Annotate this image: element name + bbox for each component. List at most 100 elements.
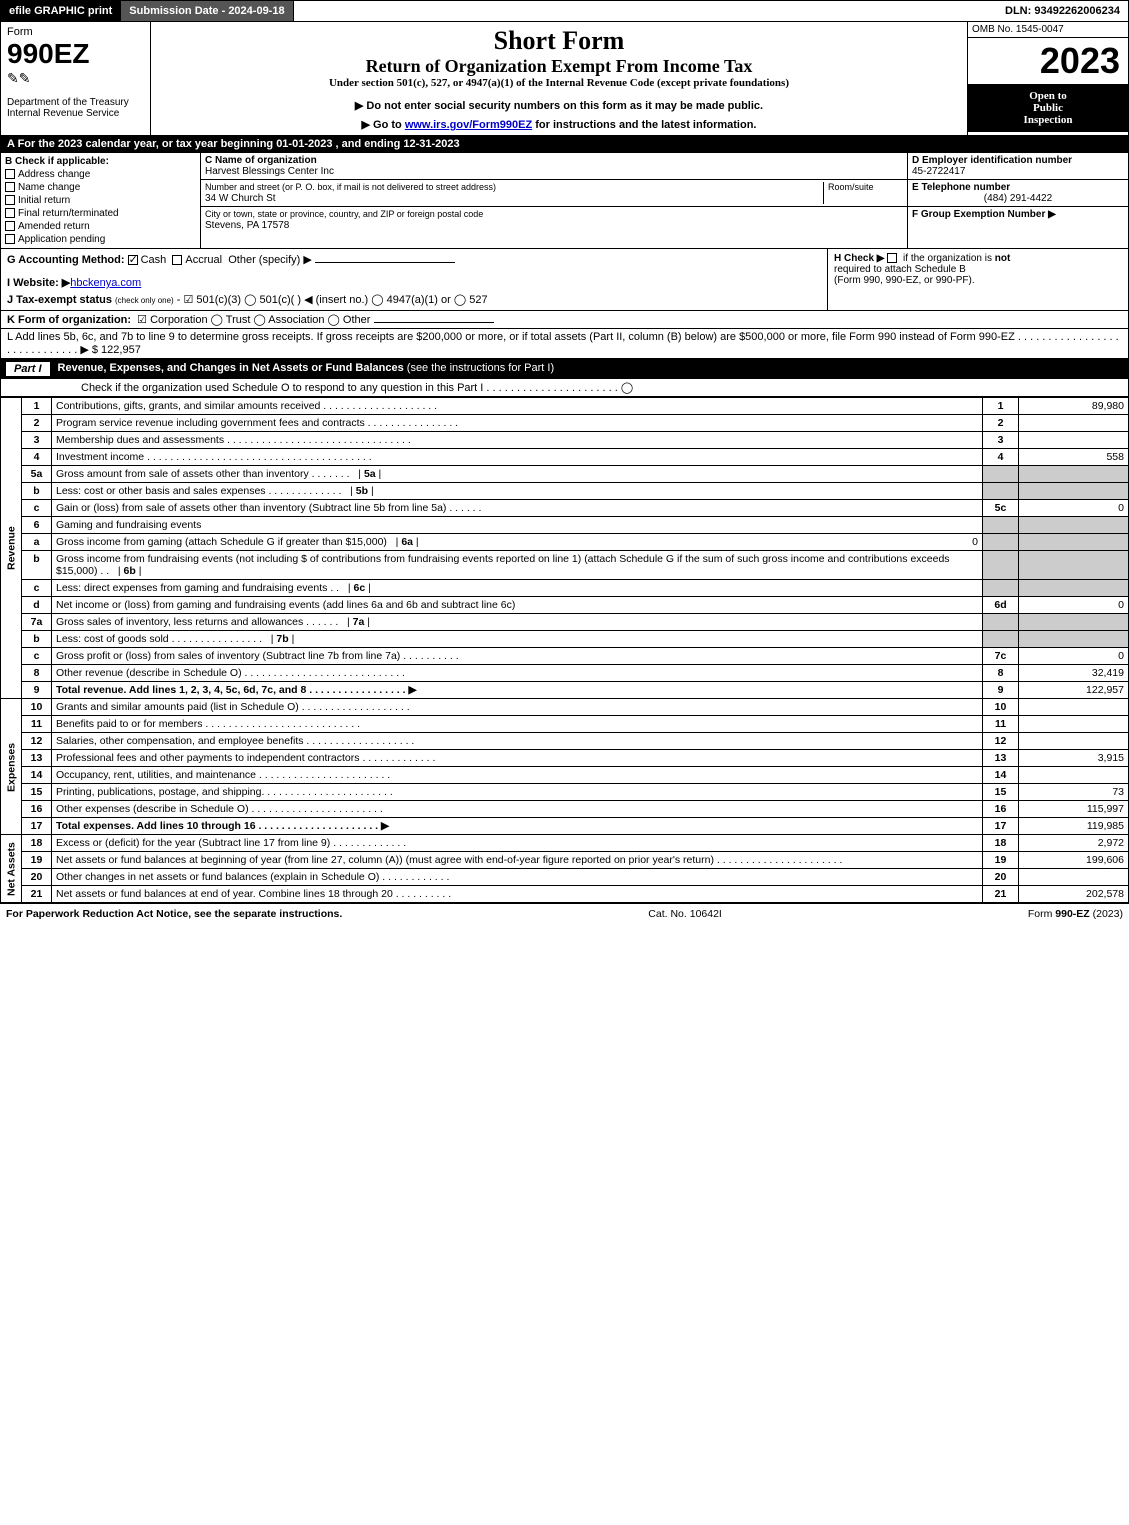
line-3-amt [1019,432,1129,449]
form-title: Return of Organization Exempt From Incom… [157,56,961,77]
line-19-desc: Net assets or fund balances at beginning… [52,852,983,869]
city-state-zip: Stevens, PA 17578 [205,220,289,231]
line-6d-amt: 0 [1019,597,1129,614]
org-name: Harvest Blessings Center Inc [205,166,334,177]
submission-date: Submission Date - 2024-09-18 [121,1,293,21]
chk-amended-return[interactable]: Amended return [5,220,196,233]
line-5c-amt: 0 [1019,500,1129,517]
identity-block: B Check if applicable: Address change Na… [0,153,1129,249]
section-f-label: F Group Exemption Number ▶ [912,209,1056,220]
city-label: City or town, state or province, country… [205,209,483,219]
line-17-amt: 119,985 [1019,818,1129,835]
line-21-amt: 202,578 [1019,886,1129,903]
phone-value: (484) 291-4422 [912,193,1124,204]
line-6d-desc: Net income or (loss) from gaming and fun… [52,597,983,614]
chk-initial-return[interactable]: Initial return [5,194,196,207]
tax-period-row: A For the 2023 calendar year, or tax yea… [0,136,1129,153]
catalog-number: Cat. No. 10642I [648,908,722,920]
line-18-desc: Excess or (deficit) for the year (Subtra… [52,835,983,852]
form-subtitle: Under section 501(c), 527, or 4947(a)(1)… [157,77,961,89]
line-8-amt: 32,419 [1019,665,1129,682]
section-k-row: K Form of organization: ☑ Corporation ◯ … [0,311,1129,329]
part-1-table: Revenue 1Contributions, gifts, grants, a… [0,397,1129,903]
line-9-desc: Total revenue. Add lines 1, 2, 3, 4, 5c,… [52,682,983,699]
dln-value: DLN: 93492262006234 [997,1,1128,21]
section-i-row: I Website: ▶hbckenya.com [7,276,821,289]
line-6-desc: Gaming and fundraising events [52,517,983,534]
chk-application-pending[interactable]: Application pending [5,233,196,246]
line-19-amt: 199,606 [1019,852,1129,869]
section-g-row: G Accounting Method: Cash Accrual Other … [7,253,821,266]
line-21-desc: Net assets or fund balances at end of ye… [52,886,983,903]
line-11-desc: Benefits paid to or for members . . . . … [52,716,983,733]
expenses-side-label: Expenses [1,699,22,835]
form-header: Form 990EZ ✎✎ Department of the Treasury… [0,22,1129,136]
chk-address-change[interactable]: Address change [5,168,196,181]
page-footer: For Paperwork Reduction Act Notice, see … [0,903,1129,924]
chk-accrual[interactable] [172,255,182,265]
net-assets-side-label: Net Assets [1,835,22,903]
chk-cash[interactable] [128,255,138,265]
line-10-desc: Grants and similar amounts paid (list in… [52,699,983,716]
line-16-desc: Other expenses (describe in Schedule O) … [52,801,983,818]
ein-value: 45-2722417 [912,166,965,177]
open-public-badge: Open to Public Inspection [968,84,1128,132]
street-address: 34 W Church St [205,193,276,204]
tax-year: 2023 [968,38,1128,84]
irs-link[interactable]: www.irs.gov/Form990EZ [405,119,532,131]
line-10-amt [1019,699,1129,716]
dept-treasury: Department of the Treasury [7,97,144,108]
line-6b-desc: Gross income from fundraising events (no… [52,551,983,580]
street-label: Number and street (or P. O. box, if mail… [205,182,496,192]
line-18-amt: 2,972 [1019,835,1129,852]
line-2-desc: Program service revenue including govern… [52,415,983,432]
chk-schedule-b[interactable] [887,253,897,263]
line-17-desc: Total expenses. Add lines 10 through 16 … [52,818,983,835]
form-ref: Form 990-EZ (2023) [1028,908,1123,920]
section-j-row: J Tax-exempt status (check only one) - ☑… [7,293,821,306]
form-number: 990EZ [7,38,144,70]
line-9-amt: 122,957 [1019,682,1129,699]
line-16-amt: 115,997 [1019,801,1129,818]
line-15-desc: Printing, publications, postage, and shi… [52,784,983,801]
line-15-amt: 73 [1019,784,1129,801]
revenue-side-label: Revenue [1,398,22,699]
line-7c-desc: Gross profit or (loss) from sales of inv… [52,648,983,665]
paperwork-notice: For Paperwork Reduction Act Notice, see … [6,908,342,920]
chk-final-return[interactable]: Final return/terminated [5,207,196,220]
section-h-box: H Check ▶ if the organization is not req… [828,249,1128,310]
line-1-amt: 89,980 [1019,398,1129,415]
line-12-amt [1019,733,1129,750]
ssn-warning: ▶ Do not enter social security numbers o… [157,99,961,112]
line-6a-desc: Gross income from gaming (attach Schedul… [52,534,983,551]
line-14-amt [1019,767,1129,784]
part-1-header: Part I Revenue, Expenses, and Changes in… [0,359,1129,379]
chk-name-change[interactable]: Name change [5,181,196,194]
section-b-label: B Check if applicable: [5,155,196,168]
short-form-label: Short Form [157,26,961,56]
line-12-desc: Salaries, other compensation, and employ… [52,733,983,750]
top-bar: efile GRAPHIC print Submission Date - 20… [0,0,1129,22]
line-11-amt [1019,716,1129,733]
form-word: Form [7,26,144,38]
line-5a-desc: Gross amount from sale of assets other t… [52,466,983,483]
efile-print-button[interactable]: efile GRAPHIC print [1,1,121,21]
section-e-label: E Telephone number [912,182,1010,193]
line-6c-desc: Less: direct expenses from gaming and fu… [52,580,983,597]
line-4-desc: Investment income . . . . . . . . . . . … [52,449,983,466]
line-8-desc: Other revenue (describe in Schedule O) .… [52,665,983,682]
line-5c-desc: Gain or (loss) from sale of assets other… [52,500,983,517]
website-link[interactable]: hbckenya.com [70,277,141,289]
line-3-desc: Membership dues and assessments . . . . … [52,432,983,449]
line-4-amt: 558 [1019,449,1129,466]
part-1-check-o: Check if the organization used Schedule … [0,379,1129,397]
line-7b-desc: Less: cost of goods sold . . . . . . . .… [52,631,983,648]
line-1-desc: Contributions, gifts, grants, and simila… [52,398,983,415]
line-20-amt [1019,869,1129,886]
line-14-desc: Occupancy, rent, utilities, and maintena… [52,767,983,784]
line-13-amt: 3,915 [1019,750,1129,767]
section-d-label: D Employer identification number [912,155,1072,166]
goto-link-row: ▶ Go to www.irs.gov/Form990EZ for instru… [157,118,961,131]
omb-number: OMB No. 1545-0047 [968,22,1128,38]
line-20-desc: Other changes in net assets or fund bala… [52,869,983,886]
